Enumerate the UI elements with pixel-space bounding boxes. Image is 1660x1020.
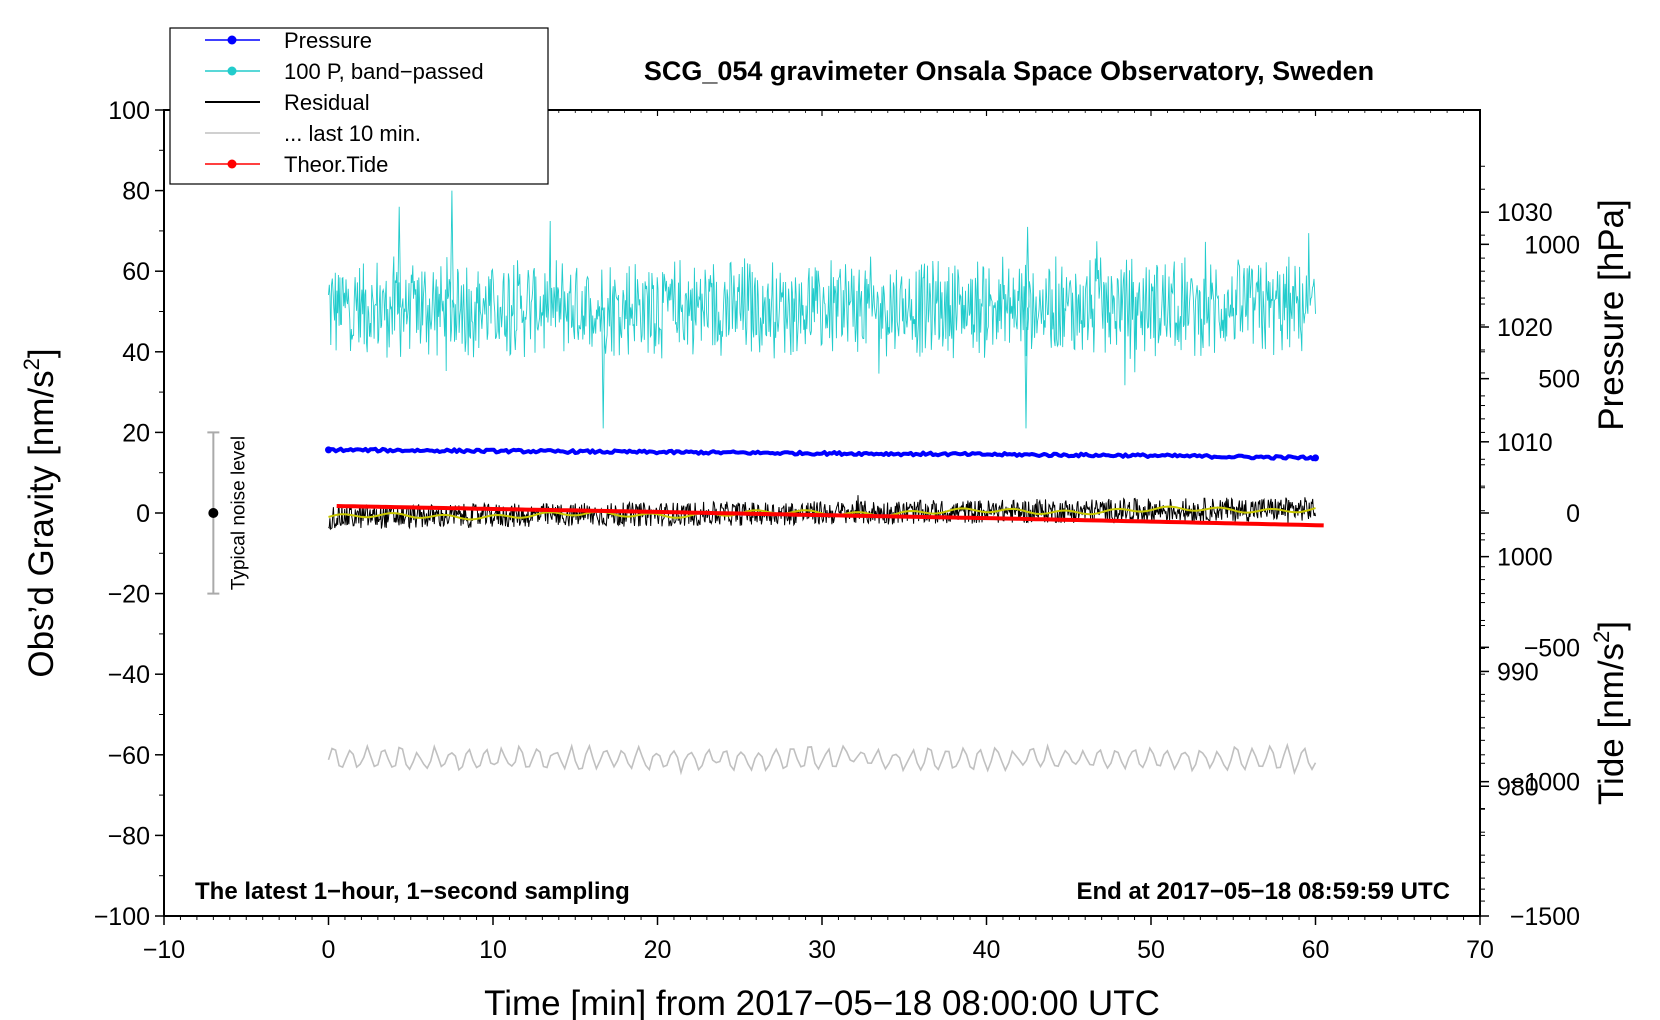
tide-tick-label: 0 [1566, 500, 1580, 528]
legend-box [169, 27, 549, 185]
series-last-10-min-line [327, 742, 1317, 776]
x-tick-label: 40 [973, 936, 1001, 964]
y-tick-label: 0 [136, 500, 150, 528]
y-tick-label: 100 [108, 97, 150, 125]
tide-tick-label: 1000 [1524, 231, 1580, 259]
tide-tick-label: 500 [1538, 366, 1580, 394]
legend-marker-4 [227, 159, 237, 169]
pressure-tick-label: 990 [1497, 658, 1539, 686]
series-pressure-line [327, 446, 1317, 462]
y-tick-label: −40 [108, 661, 150, 689]
x-axis-title: Time [min] from 2017−05−18 08:00:00 UTC [484, 984, 1160, 1020]
x-tick-label: 70 [1466, 936, 1494, 964]
x-tick-label: 20 [644, 936, 672, 964]
x-tick-label: 50 [1137, 936, 1165, 964]
y-tick-label: 20 [122, 419, 150, 447]
x-tick-label: 0 [322, 936, 336, 964]
legend-marker-1 [227, 66, 237, 76]
legend-label-2: Residual [284, 90, 370, 115]
y-tick-label: −100 [94, 903, 150, 931]
legend: Pressure 100 P, band−passed Residual ... la… [169, 27, 549, 185]
legend-label-3: ... last 10 min. [284, 121, 421, 146]
y-tick-label: 80 [122, 178, 150, 206]
pressure-tick-label: 1030 [1497, 199, 1553, 227]
y-axis-tide-title-sup: 2 [1589, 631, 1614, 643]
y-axis-tide-title-text: Tide [nm/s [1592, 643, 1631, 805]
y-tick-label: 60 [122, 258, 150, 286]
x-tick-label: 10 [479, 936, 507, 964]
tick-layer: −10 0 10 20 30 40 50 60 70−100−80−60−40−20020406… [94, 97, 1580, 964]
annotation-end-time: End at 2017−05−18 08:59:59 UTC [1076, 878, 1450, 905]
noise-bar-center-dot [208, 508, 219, 518]
x-tick-label: 60 [1302, 936, 1330, 964]
tide-tick-label: −1500 [1510, 903, 1580, 931]
x-tick-label: −10 [143, 936, 185, 964]
x-tick-label: 30 [808, 936, 836, 964]
y-axis-tide-title-end: ] [1592, 621, 1631, 631]
legend-label-1: 100 P, band−passed [284, 59, 484, 84]
y-axis-pressure-title: Pressure [hPa] [1592, 199, 1631, 431]
chart-title: SCG_054 gravimeter Onsala Space Observat… [644, 56, 1374, 86]
tide-tick-label: −1000 [1510, 769, 1580, 797]
y-tick-label: −20 [108, 581, 150, 609]
y-axis-left-title-text: Obs’d Gravity [nm/s [22, 370, 61, 677]
series-bandpassed-pressure-line [328, 190, 1316, 429]
noise-level-indicator: Typical noise level [207, 431, 249, 595]
y-tick-label: −60 [108, 742, 150, 770]
legend-label-4: Theor.Tide [284, 152, 388, 177]
pressure-tick-label: 1020 [1497, 314, 1553, 342]
series-pressure-start-point [325, 446, 332, 454]
legend-label-0: Pressure [284, 28, 372, 53]
y-axis-left-title-end: ] [22, 348, 61, 358]
y-axis-tide-title: Tide [nm/s2] [1589, 621, 1631, 805]
series-layer [325, 190, 1324, 776]
annotation-sampling: The latest 1−hour, 1−second sampling [195, 878, 630, 905]
y-axis-left-title-sup: 2 [19, 358, 44, 370]
y-axis-left-title: Obs’d Gravity [nm/s2] [19, 348, 61, 677]
pressure-tick-label: 1010 [1497, 429, 1553, 457]
tide-tick-label: −500 [1524, 634, 1580, 662]
y-tick-label: −80 [108, 822, 150, 850]
legend-entries: Pressure 100 P, band−passed Residual ... la… [205, 28, 484, 177]
pressure-tick-label: 1000 [1497, 544, 1553, 572]
series-theoretical-tide-line [336, 504, 1324, 528]
y-tick-label: 40 [122, 339, 150, 367]
legend-marker-0 [227, 35, 237, 45]
noise-bar-label: Typical noise level [228, 436, 249, 590]
pressure-tick-label: 980 [1497, 773, 1539, 801]
series-pressure-end-point [1312, 454, 1319, 462]
